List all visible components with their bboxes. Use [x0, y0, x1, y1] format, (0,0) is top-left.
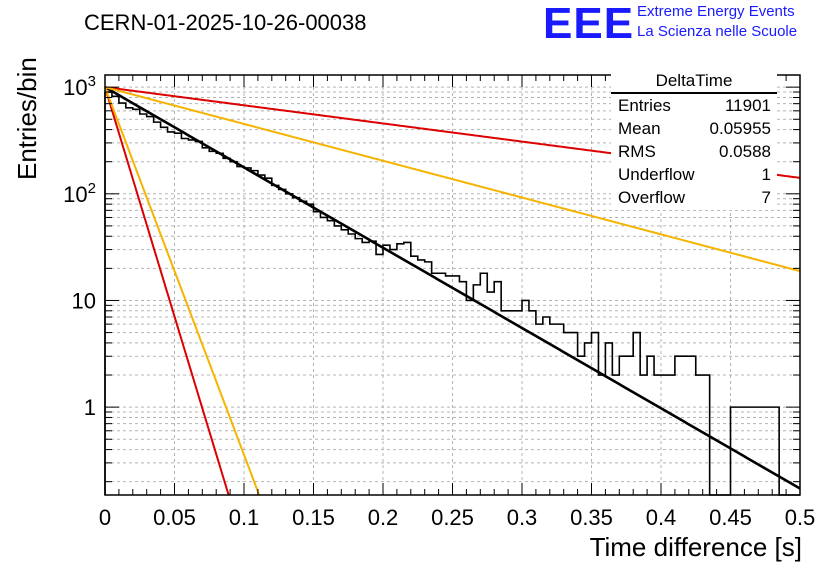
x-tick-label: 0.25 — [431, 505, 474, 530]
x-tick-label: 0.05 — [153, 505, 196, 530]
y-axis-label: Entries/bin — [12, 57, 42, 180]
y-tick-label: 10 — [72, 288, 96, 313]
y-tick-label: 102 — [63, 180, 96, 207]
stats-row: Mean 0.05955 — [611, 117, 777, 140]
logo-tagline-2: La Scienza nelle Scuole — [637, 23, 798, 40]
run-title: CERN-01-2025-10-26-00038 — [84, 10, 367, 35]
eee-logo: EEE — [543, 0, 635, 48]
curve-red-fast — [104, 86, 230, 496]
y-tick-label: 1 — [84, 395, 96, 420]
stats-value: 1 — [761, 165, 771, 184]
stats-row: Entries 11901 — [611, 94, 777, 117]
curve-layer — [104, 86, 801, 496]
x-tick-label: 0.15 — [292, 505, 335, 530]
logo-tagline-1: Extreme Energy Events — [637, 3, 795, 20]
x-tick-label: 0.45 — [709, 505, 752, 530]
stats-label: Mean — [618, 119, 661, 138]
stats-value: 0.0588 — [719, 142, 771, 161]
curve-orange-fast — [104, 86, 261, 496]
stats-label: RMS — [618, 142, 656, 161]
stats-value: 7 — [761, 188, 771, 207]
x-tick-label: 0.5 — [785, 505, 816, 530]
stats-label: Entries — [618, 96, 671, 115]
stats-box: DeltaTime Entries 11901 Mean 0.05955 RMS… — [611, 70, 777, 210]
x-tick-label: 0.1 — [229, 505, 260, 530]
chart-grid — [105, 75, 800, 495]
stats-row: RMS 0.0588 — [611, 140, 777, 163]
curve-fit — [104, 86, 801, 490]
stats-row: Underflow 1 — [611, 163, 777, 186]
tick-labels: 0 0.05 0.1 0.15 0.2 0.25 0.3 0.35 0.4 0.45 0.5 1 10 1… — [63, 73, 815, 530]
stats-row: Overflow 7 — [611, 186, 777, 209]
y-tick-label: 103 — [63, 73, 96, 100]
x-tick-label: 0.3 — [507, 505, 538, 530]
stats-value: 0.05955 — [709, 119, 771, 138]
histogram — [104, 91, 800, 496]
stats-label: Overflow — [618, 188, 686, 207]
x-tick-label: 0.35 — [570, 505, 613, 530]
stats-title: DeltaTime — [611, 70, 777, 94]
stats-label: Underflow — [618, 165, 695, 184]
x-tick-label: 0.4 — [646, 505, 677, 530]
x-axis-label: Time difference [s] — [589, 532, 802, 562]
curve-orange-slow — [104, 86, 801, 273]
stats-value: 11901 — [724, 96, 771, 115]
x-tick-label: 0 — [99, 505, 111, 530]
x-tick-label: 0.2 — [368, 505, 399, 530]
histogram-outline — [104, 91, 800, 496]
